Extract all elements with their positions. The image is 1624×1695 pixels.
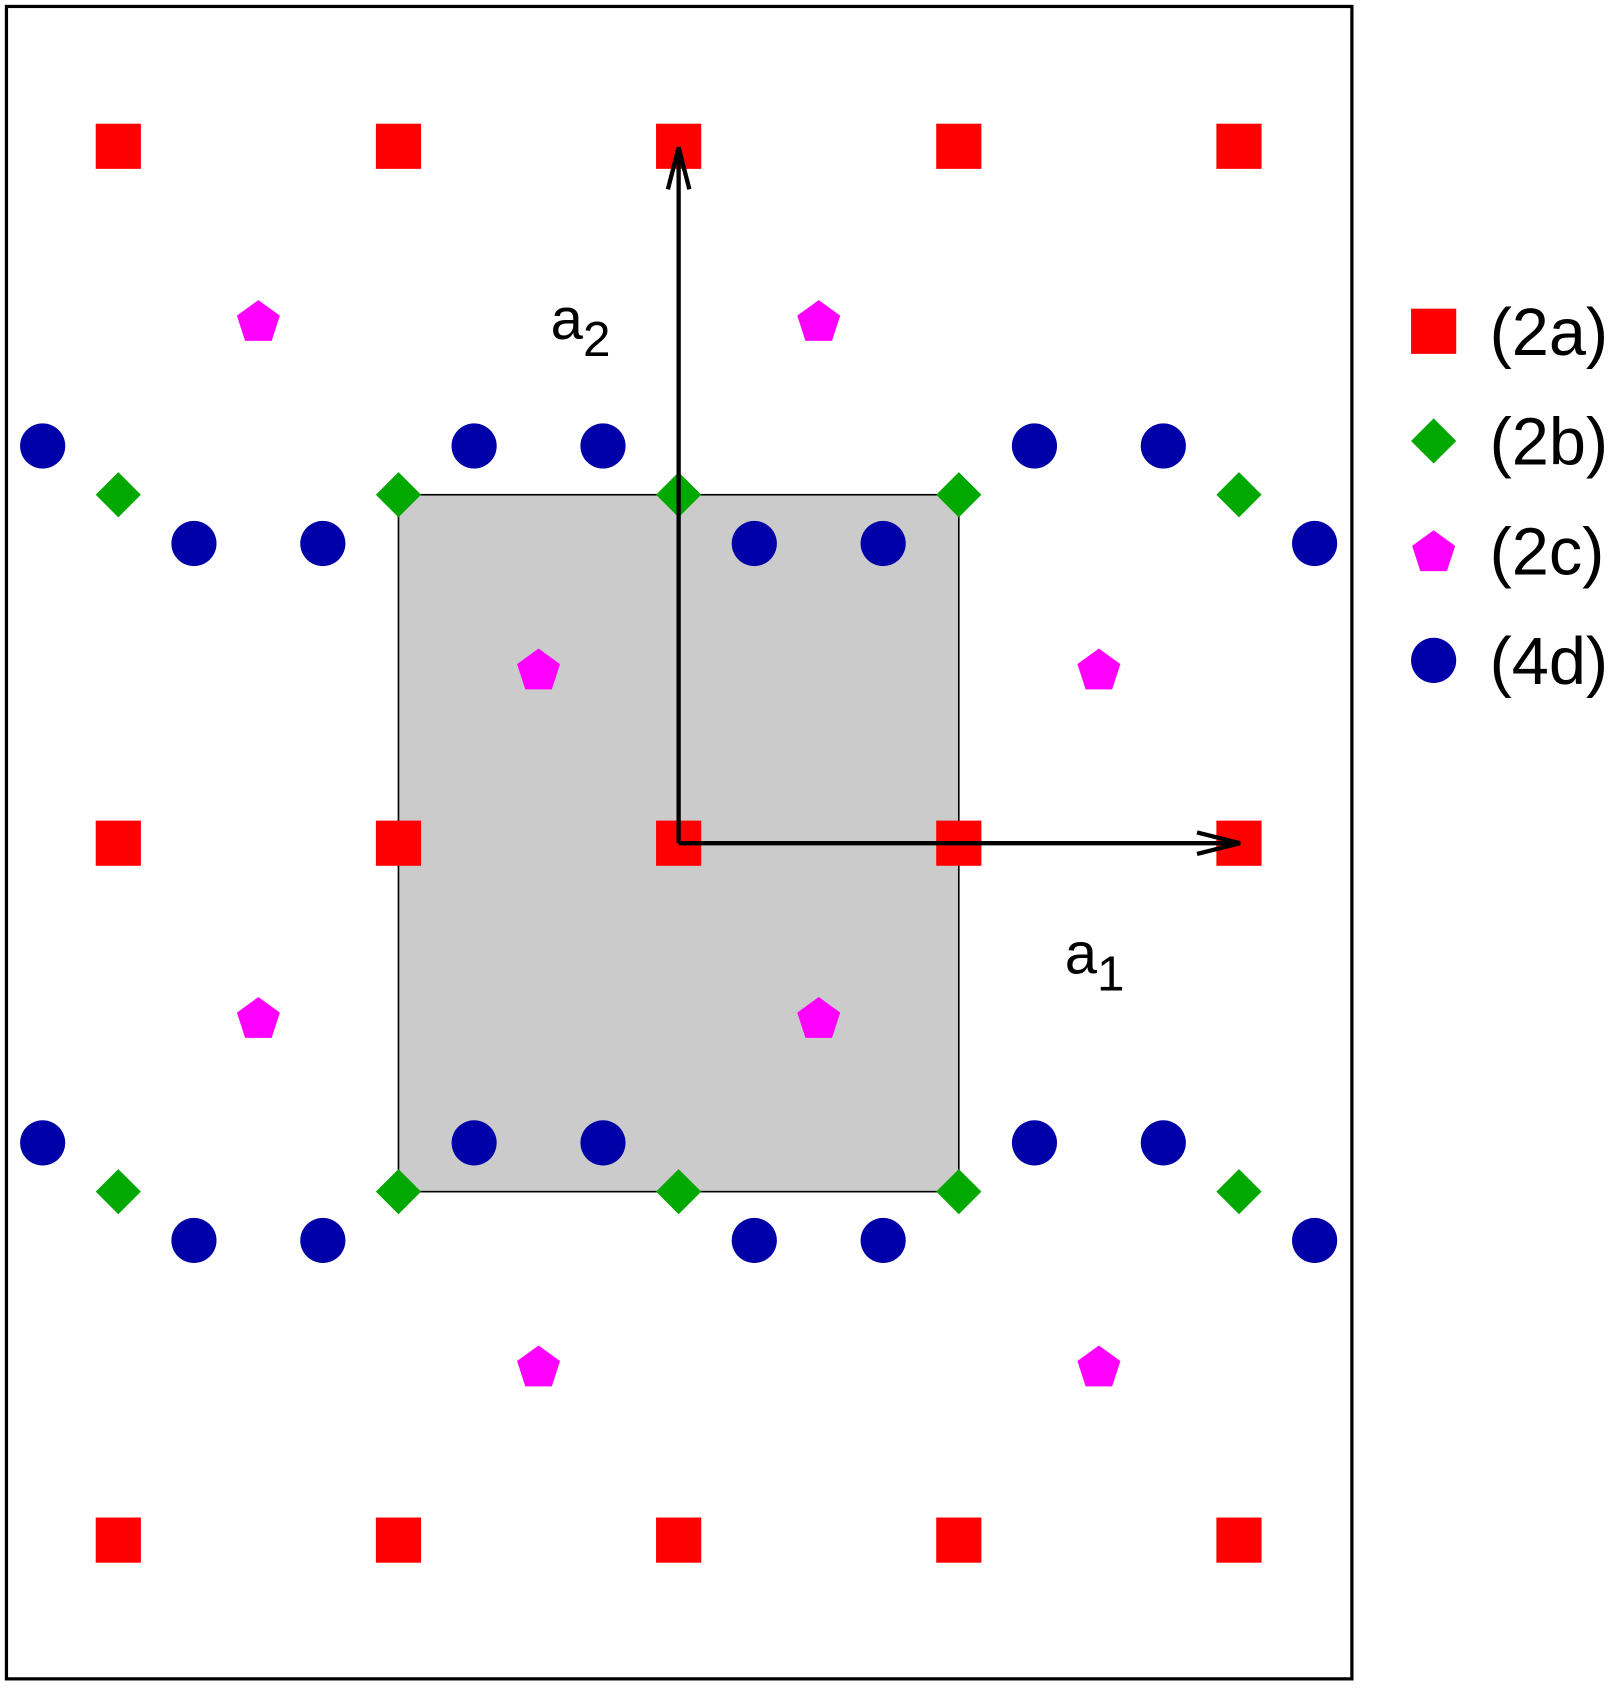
site-2a-marker <box>375 123 422 169</box>
site-2b-marker <box>936 472 982 518</box>
site-4d-marker <box>1011 423 1058 469</box>
legend-marker-2c <box>1412 530 1456 572</box>
site-4d-marker <box>1292 1217 1338 1264</box>
site-2c-marker <box>1077 1345 1121 1387</box>
site-2a-marker <box>936 123 982 169</box>
site-2b-marker <box>936 1169 982 1215</box>
site-4d-marker <box>1292 520 1338 567</box>
site-4d-marker <box>1140 423 1186 469</box>
site-2c-marker <box>517 648 561 690</box>
site-4d-marker <box>580 1120 626 1166</box>
site-4d-marker <box>300 520 346 567</box>
legend-marker-4d <box>1411 637 1457 683</box>
site-2b-marker <box>1216 1169 1262 1215</box>
site-2a-marker <box>95 820 141 866</box>
site-4d-marker <box>300 1217 346 1264</box>
site-4d-marker <box>451 1120 497 1166</box>
label-a1: a1 <box>1065 921 1125 1001</box>
site-2b-marker <box>656 1169 702 1215</box>
site-2a-marker <box>375 820 422 866</box>
site-4d-marker <box>20 423 66 469</box>
site-4d-marker <box>171 520 217 567</box>
arrowhead-a1 <box>1196 830 1241 857</box>
site-2c-marker <box>1077 648 1121 690</box>
site-4d-marker <box>860 520 906 567</box>
legend-label-2c: (2c) <box>1490 515 1605 589</box>
legend-marker-2a <box>1411 308 1457 354</box>
site-2b-marker <box>95 1169 141 1215</box>
legend: (2a) (2b) (2c) (4d) <box>1411 296 1608 699</box>
site-4d-marker <box>731 1217 777 1264</box>
legend-marker-2b <box>1411 418 1457 464</box>
site-2c-marker <box>236 300 280 341</box>
vector-a2 <box>665 146 692 844</box>
site-4d-marker <box>171 1217 217 1264</box>
site-2c-marker <box>797 300 841 341</box>
site-2b-marker <box>1216 472 1262 518</box>
site-4d-marker <box>731 520 777 567</box>
legend-label-4d: (4d) <box>1490 625 1609 699</box>
site-2a-marker <box>375 1517 422 1563</box>
site-4d-marker <box>451 423 497 469</box>
site-2b-marker <box>95 472 141 518</box>
site-2a-marker <box>656 1517 702 1563</box>
site-2c-marker <box>517 1345 561 1387</box>
legend-label-2a: (2a) <box>1490 296 1609 370</box>
site-2b-marker <box>375 1169 422 1215</box>
sites-layer <box>20 123 1338 1563</box>
site-4d-marker <box>860 1217 906 1264</box>
site-2a-marker <box>936 1517 982 1563</box>
label-a2: a2 <box>551 287 611 367</box>
site-2a-marker <box>95 123 141 169</box>
vector-a1 <box>678 830 1241 857</box>
legend-label-2b: (2b) <box>1490 406 1609 480</box>
site-2a-marker <box>1216 123 1262 169</box>
arrowhead-a2 <box>665 146 692 190</box>
site-4d-marker <box>20 1120 66 1166</box>
site-2c-marker <box>236 996 280 1038</box>
site-4d-marker <box>1140 1120 1186 1166</box>
site-2a-marker <box>95 1517 141 1563</box>
site-4d-marker <box>1011 1120 1058 1166</box>
site-2c-marker <box>797 996 841 1038</box>
site-2a-marker <box>1216 1517 1262 1563</box>
site-2b-marker <box>375 472 422 518</box>
site-4d-marker <box>580 423 626 469</box>
